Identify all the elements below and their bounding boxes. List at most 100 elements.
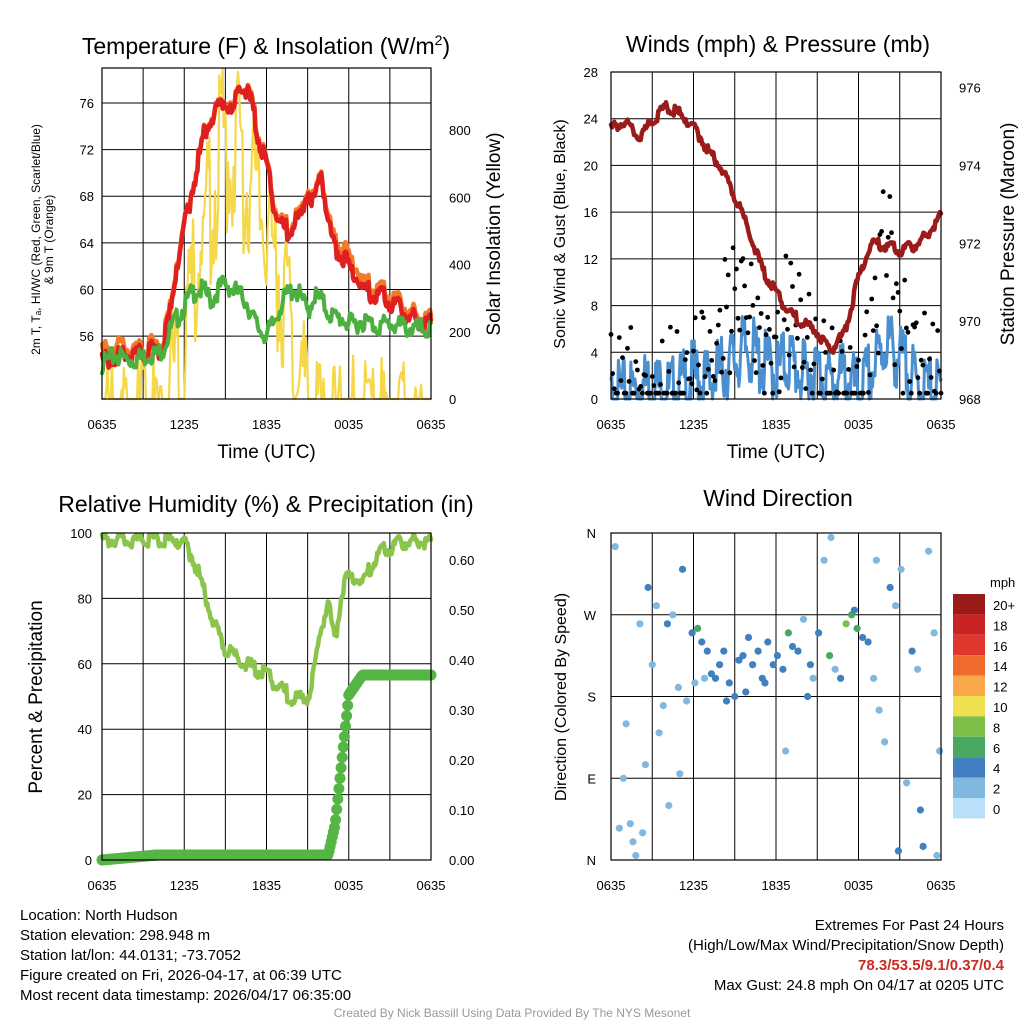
legend-swatch [953,716,985,737]
y2-tick-label: 400 [449,258,471,273]
direction-point [925,547,933,555]
gust-point [702,374,708,380]
gust-point [885,234,891,240]
legend-swatch [953,696,985,717]
direction-point [916,806,925,814]
gust-point [712,378,718,384]
gust-point [734,266,739,272]
direction-point [663,620,672,628]
gust-point [905,329,911,335]
precip-point [331,803,343,815]
gust-point [819,376,825,382]
y-tick-label: 60 [78,657,92,672]
direction-point [644,583,652,592]
direction-point [678,565,687,573]
y2-tick-label: 972 [959,236,981,251]
gust-point [872,275,878,281]
gust-point [788,260,794,266]
recent-timestamp: Most recent data timestamp: 2026/04/17 0… [20,987,352,1004]
direction-point [933,851,941,860]
gust-point [725,272,731,278]
panel-temperature: Temperature (F) & Insolation (W/m2) 56 60 6… [29,32,505,463]
gust-point [729,328,734,334]
gust-point [907,379,913,384]
direction-point [703,647,711,655]
gust-point [752,358,757,363]
legend-label: 12 [993,680,1007,695]
gust-point [628,325,634,330]
direction-point [769,661,777,669]
direction-point [897,565,905,573]
direction-point [669,611,677,619]
x-tick-label: 0035 [334,417,363,432]
gust-point [806,291,812,297]
direction-point [853,624,861,633]
precip-point [333,783,345,795]
gust-point [884,273,889,278]
station-latlon: Station lat/lon: 44.0131; -73.7052 [20,947,242,964]
direction-point [919,842,927,851]
direction-point [782,747,790,755]
x-tick-label: 1235 [170,417,199,432]
panel-winds: Winds (mph) & Pressure (mb) 0 4 8 12 16 20 24 28… [552,31,1019,463]
y-tick-label: 24 [584,112,598,127]
y2-tick-label: 800 [449,123,471,138]
gust-point [809,390,815,396]
y-tick-label: 100 [70,526,92,541]
y-tick-label: 40 [78,722,92,737]
legend-swatch [953,736,985,758]
station-location: Location: North Hudson [20,907,178,924]
direction-point [881,738,889,746]
gust-point [717,307,723,313]
direction-point [615,824,623,832]
direction-point [754,647,762,655]
gust-point [768,360,774,366]
y-axis-label: & 9m T (Orange) [42,195,56,285]
gust-point [856,357,861,363]
y2-tick-label: 600 [449,190,471,205]
legend-label: 0 [993,802,1000,817]
gust-point [748,261,754,267]
gust-point [895,290,901,295]
gust-point [710,374,716,379]
gust-point [846,367,851,372]
chart-title: Temperature (F) & Insolation (W/m2) [82,32,450,59]
x-tick-label: 0635 [597,417,626,432]
gust-point [927,356,932,362]
plot-frame [610,532,942,861]
legend-swatch [953,777,985,798]
y-tick-label: N [587,853,596,868]
x-tick-label: 0035 [844,878,873,893]
direction-point [652,602,661,610]
legend-label: 20+ [993,598,1015,613]
y-axis-label: 2m T, Tₐ, HI/WC (Red, Green, Scarlet/Blu… [29,124,43,355]
direction-point [784,629,793,637]
y2-tick-label: 0.40 [449,653,474,668]
direction-point [827,533,835,542]
gust-point [844,390,850,396]
legend-swatch [953,634,985,656]
gust-point [902,277,908,283]
gust-point [889,230,894,236]
direction-point [720,647,728,655]
y-axis-label: Sonic Wind & Gust (Blue, Black) [552,119,569,348]
gust-point [770,390,776,396]
gust-point [682,357,688,363]
y-tick-label: S [587,690,596,705]
x-tick-label: 0635 [417,417,446,432]
gust-point [692,315,698,321]
y2-tick-label: 968 [959,392,981,407]
chart-title: Wind Direction [703,485,853,511]
y2-tick-label: 0.60 [449,553,474,568]
gust-point [899,346,904,351]
gust-point [664,390,670,396]
y-tick-label: 8 [591,299,598,314]
y2-axis-label: Solar Insolation (Yellow) [484,132,505,335]
gust-point [616,335,622,340]
gust-point [699,309,705,315]
gust-point [783,253,789,259]
y-tick-label: 76 [80,96,94,111]
gust-point [633,359,639,364]
direction-point [859,633,867,642]
gust-point [933,390,939,396]
